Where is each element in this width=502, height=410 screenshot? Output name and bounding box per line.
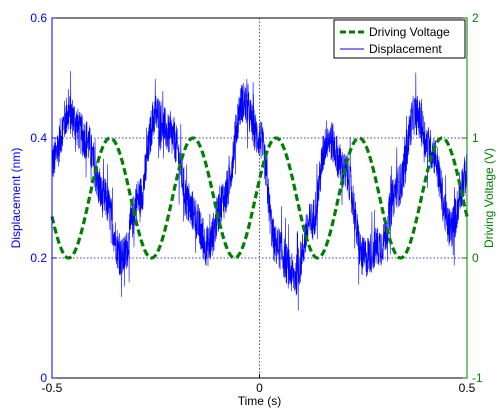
x-axis-label: Time (s): [238, 394, 282, 408]
legend-label-displacement: Displacement: [369, 42, 442, 56]
y-axis-left-label: Displacement (nm): [9, 148, 23, 249]
series-displacement-line: [51, 70, 468, 311]
series-layer: [50, 70, 469, 311]
x-tick-label: 0.5: [459, 381, 476, 395]
legend: Driving Voltage Displacement: [333, 19, 466, 59]
y-left-tick-label: 0: [40, 371, 47, 385]
y-right-tick-label: 2: [472, 11, 479, 25]
y-right-tick-label: -1: [472, 371, 483, 385]
x-tick-label: 0: [256, 381, 263, 395]
y-left-tick-label: 0.2: [30, 251, 47, 265]
y-right-tick-label: 1: [472, 131, 479, 145]
y-axis-right-label: Driving Voltage (V): [482, 148, 496, 248]
legend-label-driving-voltage: Driving Voltage: [369, 25, 450, 39]
legend-box: [333, 19, 466, 59]
y-left-tick-label: 0.6: [30, 11, 47, 25]
grid-layer: [52, 18, 467, 378]
y-right-tick-label: 0: [472, 251, 479, 265]
x-tick-label: -0.5: [42, 381, 63, 395]
y-left-tick-label: 0.4: [30, 131, 47, 145]
